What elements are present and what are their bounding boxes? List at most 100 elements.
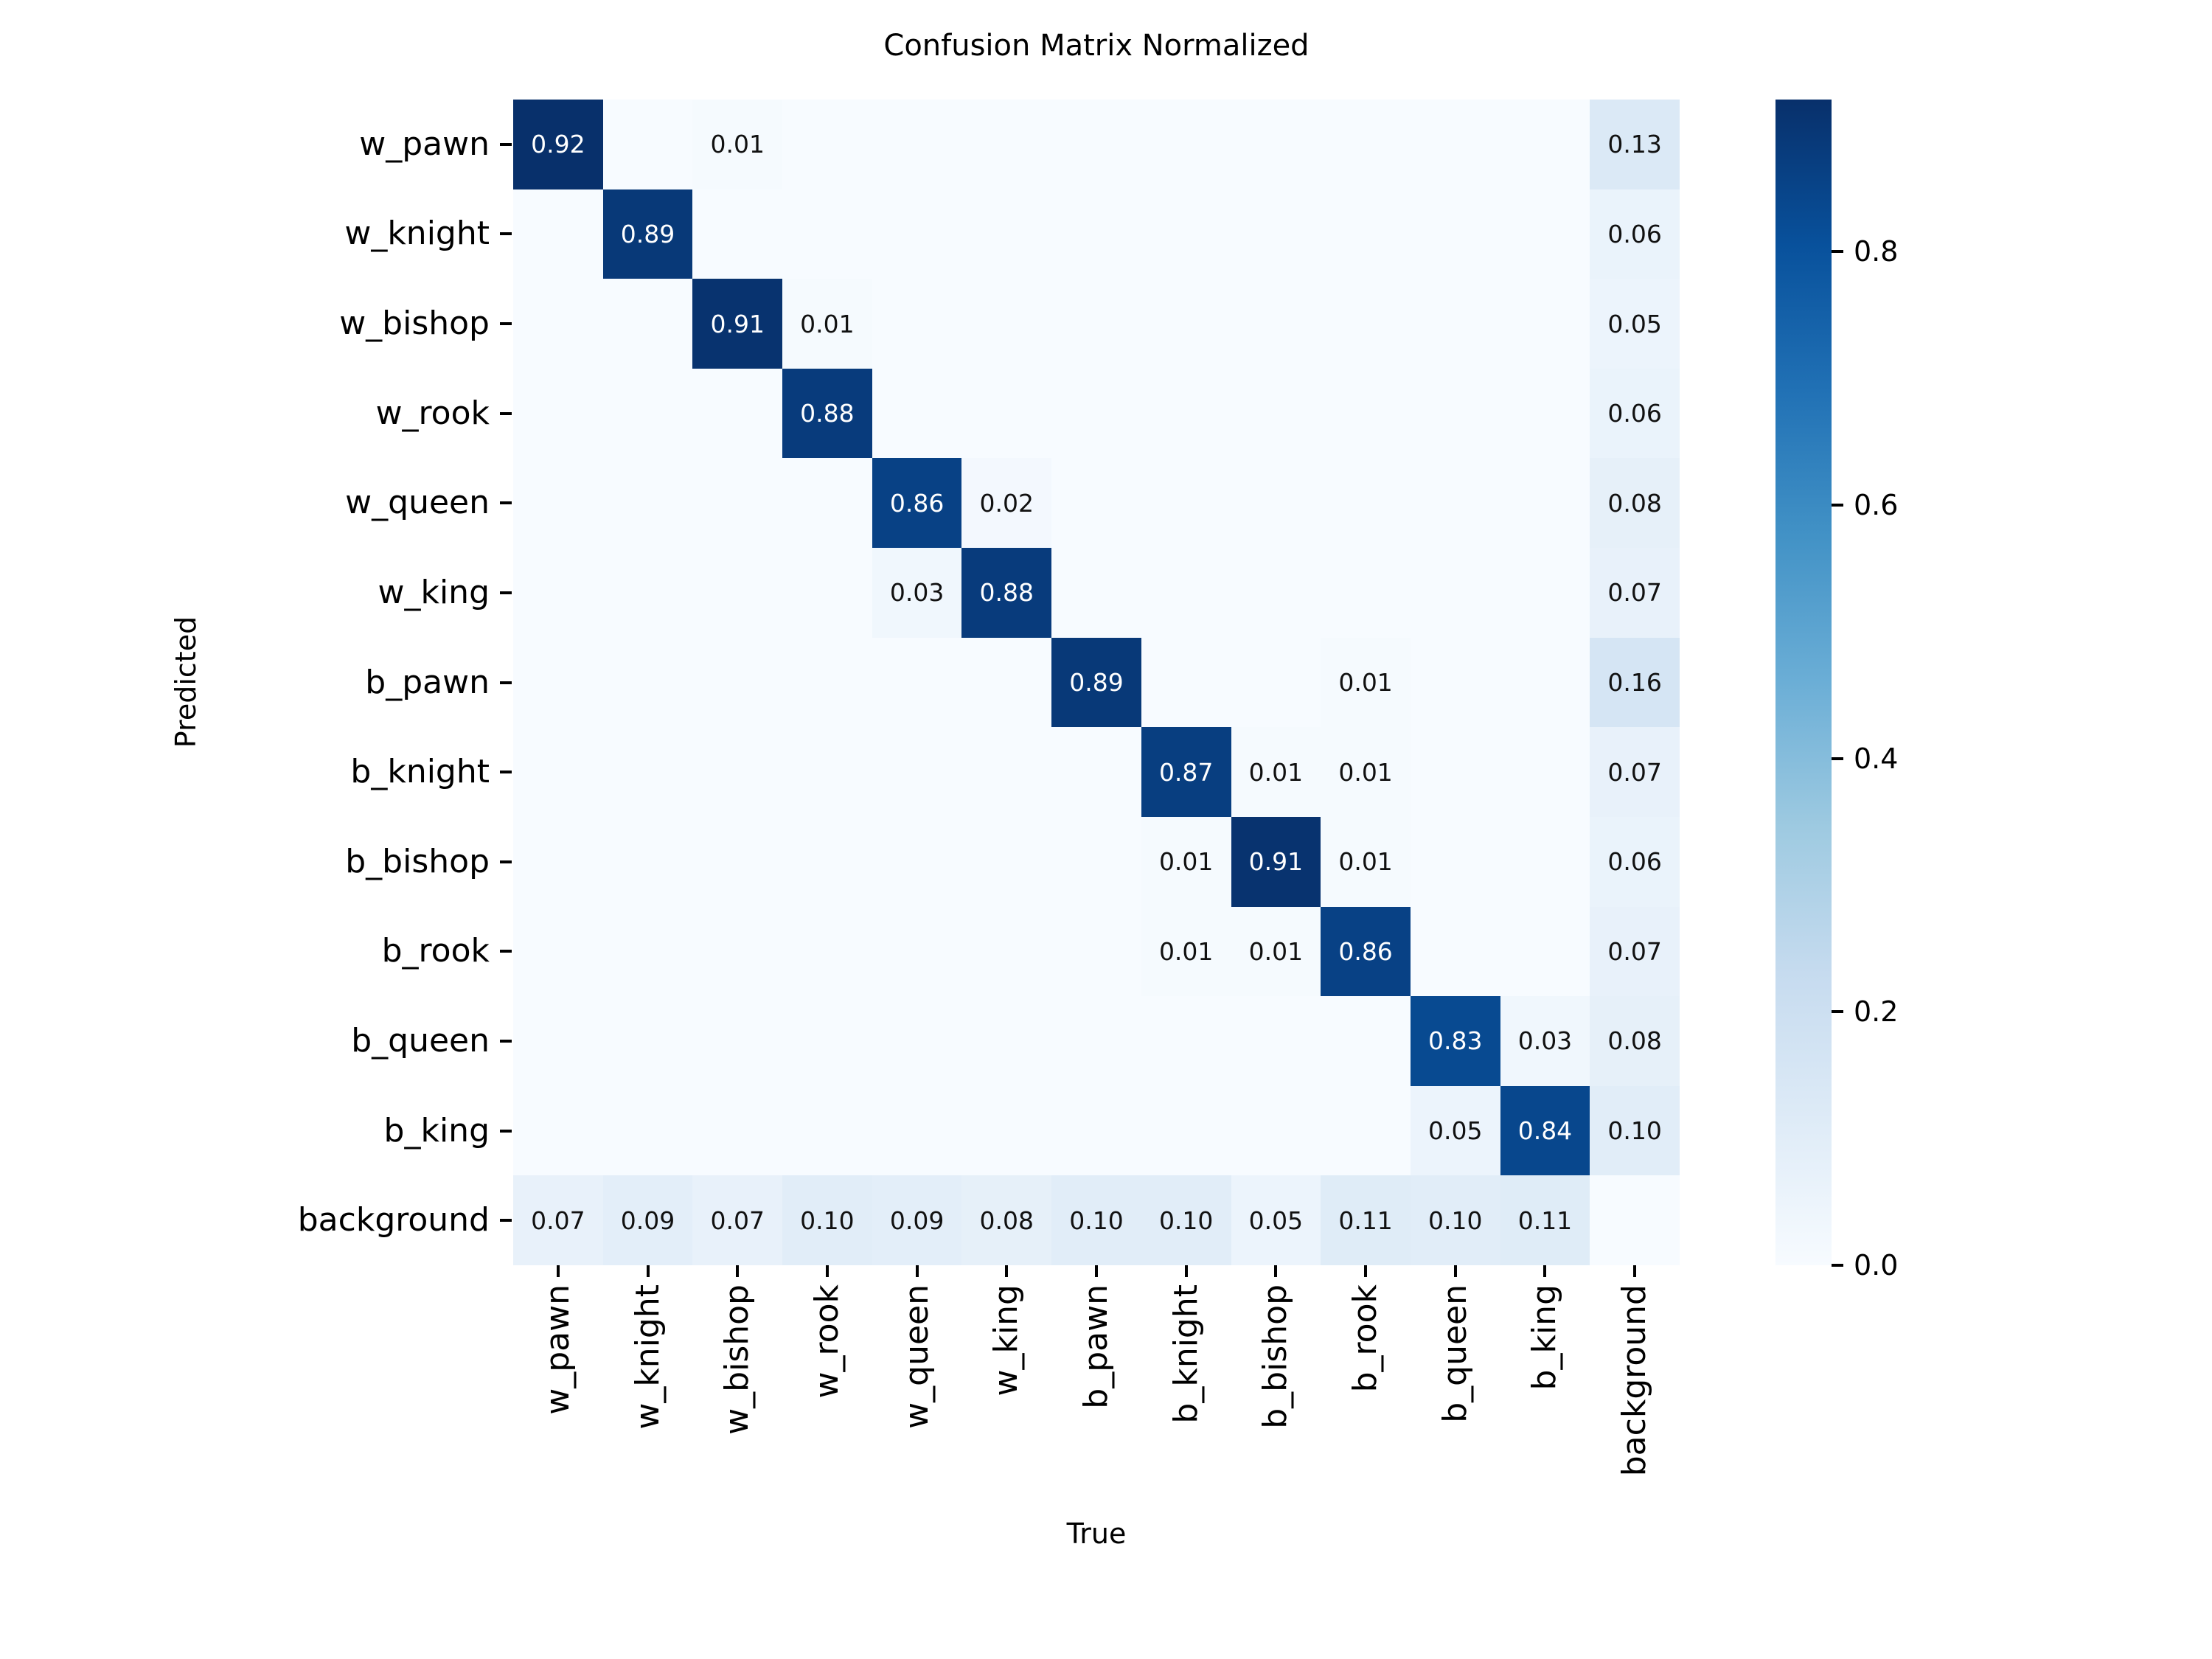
heatmap-cell [1500, 458, 1590, 549]
cell-value: 0.10 [1069, 1206, 1124, 1235]
heatmap-cell: 0.86 [1321, 906, 1411, 997]
x-tick-mark [915, 1265, 919, 1277]
heatmap-cell [1410, 279, 1500, 369]
heatmap-cell [602, 996, 693, 1086]
heatmap-cell [961, 189, 1052, 279]
heatmap-cell [692, 996, 783, 1086]
heatmap-cell [1410, 100, 1500, 189]
heatmap-cell [1051, 279, 1141, 369]
heatmap-cell: 0.07 [1590, 906, 1680, 997]
cell-value: 0.89 [1069, 667, 1124, 697]
heatmap-cell: 0.06 [1590, 189, 1680, 279]
y-tick-mark [500, 1039, 512, 1043]
heatmap-cell [1231, 996, 1321, 1086]
cell-value: 0.07 [531, 1206, 585, 1235]
heatmap-cell: 0.07 [1590, 548, 1680, 638]
heatmap-cell [1410, 816, 1500, 907]
heatmap-cell [1321, 996, 1411, 1086]
heatmap-cell: 0.08 [961, 1175, 1052, 1265]
x-tick-mark [1095, 1265, 1098, 1277]
heatmap-cell [1141, 458, 1231, 549]
colorbar-tick-mark [1832, 250, 1843, 254]
heatmap-cell [961, 368, 1052, 459]
heatmap-cell [961, 279, 1052, 369]
heatmap-cell [1051, 816, 1141, 907]
heatmap-cell [513, 189, 603, 279]
heatmap-cell: 0.87 [1141, 727, 1231, 817]
x-tick-mark [1184, 1265, 1188, 1277]
heatmap-cell: 0.86 [872, 458, 962, 549]
heatmap-cell: 0.89 [602, 189, 693, 279]
heatmap-cell [1500, 548, 1590, 638]
heatmap-cell [513, 1085, 603, 1176]
heatmap-cell [1321, 368, 1411, 459]
heatmap-cell [1051, 548, 1141, 638]
y-tick-mark [500, 501, 512, 505]
heatmap-cell [961, 906, 1052, 997]
heatmap-cell: 0.92 [513, 100, 603, 189]
x-tick-mark [646, 1265, 650, 1277]
heatmap-cell: 0.07 [513, 1175, 603, 1265]
heatmap-cell: 0.09 [602, 1175, 693, 1265]
chart-title: Confusion Matrix Normalized [883, 29, 1310, 63]
heatmap-cell: 0.05 [1231, 1175, 1321, 1265]
heatmap-cell [513, 368, 603, 459]
heatmap-cell [1590, 1175, 1680, 1265]
y-tick-label: b_knight [350, 753, 490, 791]
heatmap-cell [1321, 189, 1411, 279]
heatmap-cell [961, 637, 1052, 728]
heatmap-cell: 0.07 [692, 1175, 783, 1265]
heatmap-cell [872, 100, 962, 189]
heatmap-cell: 0.16 [1590, 637, 1680, 728]
y-tick-mark [500, 411, 512, 415]
x-tick-mark [825, 1265, 829, 1277]
cell-value: 0.16 [1607, 667, 1662, 697]
heatmap-cell [1500, 906, 1590, 997]
heatmap-cell [1410, 906, 1500, 997]
heatmap-cell [872, 906, 962, 997]
cell-value: 0.06 [1607, 399, 1662, 428]
heatmap-cell [692, 637, 783, 728]
cell-value: 0.09 [620, 1206, 675, 1235]
cell-value: 0.01 [1248, 757, 1304, 787]
cell-value: 0.05 [1428, 1116, 1483, 1146]
heatmap-cell [961, 1085, 1052, 1176]
heatmap-cell [1500, 189, 1590, 279]
heatmap-cell [1410, 727, 1500, 817]
heatmap-cell [872, 637, 962, 728]
cell-value: 0.02 [979, 488, 1034, 518]
heatmap-cell [1500, 637, 1590, 728]
heatmap-cell: 0.84 [1500, 1085, 1590, 1176]
heatmap-cell: 0.06 [1590, 816, 1680, 907]
heatmap-cell [602, 100, 693, 189]
heatmap-cell [1231, 1085, 1321, 1176]
heatmap-cell: 0.01 [692, 100, 783, 189]
cell-value: 0.01 [1158, 936, 1214, 966]
heatmap-cell [872, 368, 962, 459]
y-tick-mark [500, 771, 512, 774]
heatmap-cell [1321, 1085, 1411, 1176]
cell-value: 0.08 [979, 1206, 1034, 1235]
y-tick-label: w_king [378, 573, 490, 611]
x-tick-mark [736, 1265, 740, 1277]
heatmap-cell [782, 548, 872, 638]
cell-value: 0.01 [710, 130, 765, 159]
heatmap-cell [1410, 637, 1500, 728]
cell-value: 0.89 [620, 219, 675, 248]
y-tick-label: w_knight [344, 215, 490, 253]
heatmap-cell [872, 996, 962, 1086]
cell-value: 0.01 [1248, 936, 1304, 966]
heatmap-cell [1321, 100, 1411, 189]
heatmap-cell: 0.08 [1590, 458, 1680, 549]
heatmap-cell: 0.83 [1410, 996, 1500, 1086]
colorbar [1775, 100, 1832, 1265]
cell-value: 0.87 [1158, 757, 1214, 787]
heatmap-cell: 0.91 [692, 279, 783, 369]
cell-value: 0.11 [1338, 1206, 1393, 1235]
heatmap-cell [513, 906, 603, 997]
heatmap-grid: 0.92 0.01 0.13 0.89 0.06 0.91 0.01 0.05 0.88 0.06… [513, 100, 1680, 1265]
heatmap-cell: 0.88 [782, 368, 872, 459]
heatmap-cell [1141, 548, 1231, 638]
colorbar-tick-label: 0.6 [1854, 488, 1899, 521]
heatmap-cell: 0.10 [1051, 1175, 1141, 1265]
